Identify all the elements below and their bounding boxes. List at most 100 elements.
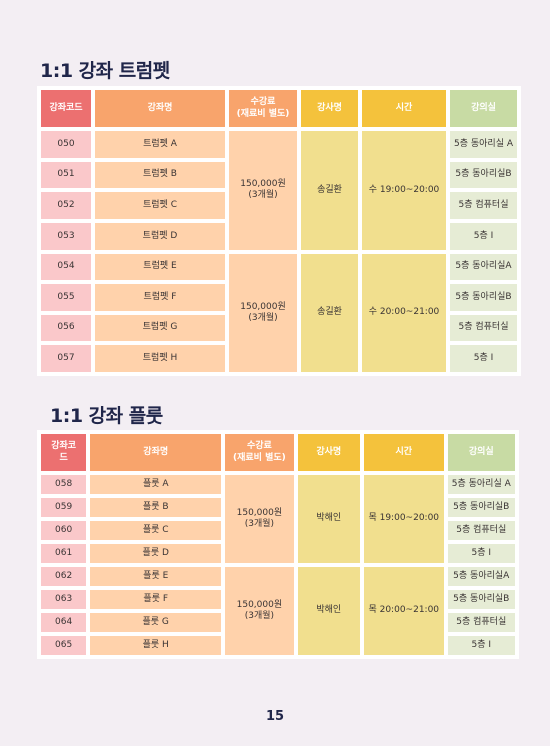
table-row: 055 트럼펫 F 5층 동아리실B	[41, 284, 517, 311]
course-fee: 150,000원 (3개월)	[229, 131, 297, 250]
trumpet-course-table: 강좌코드 강좌명 수강료 (재료비 별도) 강사명 시간 강의실 050 트럼펫…	[37, 86, 521, 376]
course-code: 058	[41, 475, 87, 494]
course-room: 5층 Ⅰ	[447, 544, 515, 563]
course-code: 054	[41, 253, 91, 281]
fee-duration: (3개월)	[244, 519, 275, 529]
header-fee-line1: 수강료	[246, 441, 272, 452]
header-room: 강의실	[450, 90, 517, 127]
header-code: 강좌코 드	[41, 434, 87, 471]
course-fee: 150,000원 (3개월)	[229, 253, 297, 372]
course-fee: 150,000원 (3개월)	[225, 475, 294, 563]
flute-course-table: 강좌코 드 강좌명 수강료 (재료비 별도) 강사명 시간 강의실 058 플룻…	[37, 430, 519, 659]
page-number: 15	[265, 709, 285, 724]
course-code: 055	[41, 284, 91, 311]
course-time: 수 19:00~20:00	[362, 131, 446, 250]
course-name: 플룻 E	[90, 567, 222, 586]
header-time: 시간	[364, 434, 444, 471]
table-row: 063 플룻 F 5층 동아리실B	[41, 590, 515, 609]
table-row: 056 트럼펫 G 5층 컴퓨터실	[41, 314, 517, 342]
flute-section-title: 1:1 강좌 플룻	[50, 405, 163, 427]
header-name: 강좌명	[95, 90, 225, 127]
course-room: 5층 동아리실B	[450, 284, 517, 311]
fee-amount: 150,000원	[240, 179, 286, 189]
course-instructor: 송길환	[301, 253, 358, 372]
course-code: 063	[41, 590, 87, 609]
course-room: 5층 동아리실 A	[450, 131, 517, 158]
header-code-line1: 강좌코	[51, 441, 77, 452]
course-code: 053	[41, 222, 91, 250]
course-code: 062	[41, 567, 87, 586]
course-time: 목 19:00~20:00	[364, 475, 444, 563]
course-room: 5층 동아리실B	[450, 161, 517, 189]
fee-duration: (3개월)	[248, 190, 278, 201]
header-code-line2: 드	[59, 452, 68, 463]
course-room: 5층 동아리실B	[447, 590, 515, 609]
course-code: 052	[41, 192, 91, 219]
table-row: 061 플룻 D 5층 Ⅰ	[41, 544, 515, 563]
table-row: 050 트럼펫 A 150,000원 (3개월) 송길환 수 19:00~20:…	[41, 131, 517, 250]
course-name: 플룻 F	[90, 590, 222, 609]
table-header-row: 강좌코드 강좌명 수강료 (재료비 별도) 강사명 시간 강의실	[41, 90, 517, 127]
course-name: 플룻 C	[90, 521, 222, 540]
table-row: 051 트럼펫 B 5층 동아리실B	[41, 161, 517, 189]
course-code: 064	[41, 613, 87, 632]
table-row: 053 트럼펫 D 5층 Ⅰ	[41, 222, 517, 250]
course-name: 트럼펫 E	[95, 253, 225, 281]
table-row: 052 트럼펫 C 5층 컴퓨터실	[41, 192, 517, 219]
course-name: 트럼펫 D	[95, 222, 225, 250]
course-time: 목 20:00~21:00	[364, 567, 444, 655]
header-fee: 수강료 (재료비 별도)	[229, 90, 297, 127]
course-room: 5층 동아리실 A	[447, 475, 515, 494]
course-room: 5층 컴퓨터실	[447, 521, 515, 540]
fee-duration: (3개월)	[244, 611, 275, 621]
course-room: 5층 동아리실B	[447, 498, 515, 517]
table-row: 065 플룻 H 5층 Ⅰ	[41, 636, 515, 655]
fee-amount: 150,000원	[240, 301, 286, 312]
fee-amount: 150,000원	[236, 507, 283, 518]
header-instructor: 강사명	[301, 90, 358, 127]
table-row: 054 트럼펫 E 150,000원 (3개월) 송길환 수 20:00~21:…	[41, 253, 517, 372]
course-name: 플룻 G	[90, 613, 222, 632]
table-row: 060 플룻 C 5층 컴퓨터실	[41, 521, 515, 540]
course-room: 5층 컴퓨터실	[450, 192, 517, 219]
course-room: 5층 Ⅰ	[447, 636, 515, 655]
course-instructor: 박해인	[297, 567, 360, 655]
course-time: 수 20:00~21:00	[362, 253, 446, 372]
course-instructor: 박해인	[297, 475, 360, 563]
header-instructor: 강사명	[297, 434, 360, 471]
course-code: 061	[41, 544, 87, 563]
table-row: 062 플룻 E 150,000원 (3개월) 박해인 목 20:00~21:0…	[41, 567, 515, 655]
table-row: 058 플룻 A 150,000원 (3개월) 박해인 목 19:00~20:0…	[41, 475, 515, 563]
course-name: 플룻 D	[90, 544, 222, 563]
table-row: 057 트럼펫 H 5층 Ⅰ	[41, 345, 517, 372]
course-room: 5층 컴퓨터실	[450, 314, 517, 342]
course-code: 057	[41, 345, 91, 372]
course-name: 트럼펫 A	[95, 131, 225, 158]
course-code: 060	[41, 521, 87, 540]
course-name: 플룻 H	[90, 636, 222, 655]
header-code: 강좌코드	[41, 90, 91, 127]
header-fee-line2: (재료비 별도)	[236, 108, 290, 119]
course-room: 5층 Ⅰ	[450, 345, 517, 372]
header-fee-line2: (재료비 별도)	[232, 452, 286, 463]
course-code: 059	[41, 498, 87, 517]
header-fee-line1: 수강료	[250, 97, 276, 108]
course-room: 5층 동아리실A	[447, 567, 515, 586]
header-time: 시간	[362, 90, 446, 127]
course-code: 051	[41, 161, 91, 189]
fee-amount: 150,000원	[236, 599, 283, 610]
trumpet-section-title: 1:1 강좌 트럼펫	[40, 60, 170, 82]
course-name: 트럼펫 G	[95, 314, 225, 342]
table-header-row: 강좌코 드 강좌명 수강료 (재료비 별도) 강사명 시간 강의실	[41, 434, 515, 471]
course-code: 056	[41, 314, 91, 342]
course-code: 050	[41, 131, 91, 158]
course-code: 065	[41, 636, 87, 655]
header-room: 강의실	[447, 434, 515, 471]
header-fee: 수강료 (재료비 별도)	[225, 434, 294, 471]
course-name: 트럼펫 F	[95, 284, 225, 311]
course-name: 트럼펫 H	[95, 345, 225, 372]
course-name: 트럼펫 B	[95, 161, 225, 189]
course-room: 5층 Ⅰ	[450, 222, 517, 250]
course-fee: 150,000원 (3개월)	[225, 567, 294, 655]
course-name: 플룻 A	[90, 475, 222, 494]
